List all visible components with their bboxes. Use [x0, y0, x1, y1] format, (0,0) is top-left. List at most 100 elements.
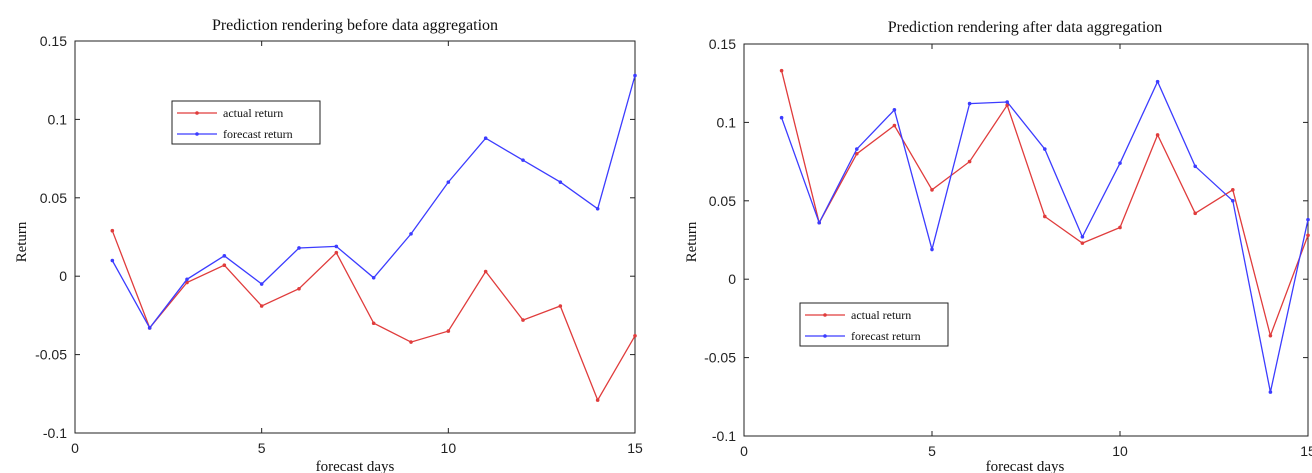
- data-point: [521, 158, 525, 162]
- plot-frame: [74, 40, 636, 434]
- y-tick-label: -0.05: [35, 347, 67, 363]
- data-point: [892, 108, 897, 112]
- data-point: [110, 258, 115, 263]
- data-point: [409, 340, 413, 344]
- data-point: [371, 321, 376, 326]
- data-point: [1155, 133, 1160, 137]
- x-tick-label: 5: [928, 443, 936, 459]
- legend-label-actual-return: actual return: [223, 106, 283, 120]
- y-tick-label: 0: [59, 268, 67, 284]
- data-point: [1118, 225, 1122, 230]
- legend-label-forecast-return: forecast return: [223, 127, 293, 141]
- x-tick-label: 0: [740, 443, 748, 459]
- legend-marker-actual-return: [823, 313, 827, 317]
- plot-frame: [743, 43, 1309, 437]
- data-point: [1118, 161, 1122, 165]
- data-point: [1043, 214, 1047, 219]
- data-point: [1193, 211, 1197, 216]
- y-tick-label: 0.15: [40, 33, 67, 49]
- legend-marker-forecast-return: [823, 334, 827, 338]
- data-point: [185, 277, 189, 282]
- legend-marker-actual-return: [195, 111, 199, 115]
- data-point: [521, 318, 525, 322]
- data-point: [558, 180, 563, 184]
- data-point: [967, 159, 972, 164]
- chart-title: Prediction rendering after data aggregat…: [888, 19, 1163, 36]
- data-point: [1080, 241, 1085, 245]
- data-point: [1231, 188, 1235, 192]
- data-point: [259, 282, 264, 286]
- data-point: [110, 228, 115, 233]
- data-point: [930, 247, 934, 252]
- chart-title: Prediction rendering before data aggrega…: [212, 17, 498, 34]
- data-point: [1268, 390, 1273, 394]
- y-tick-label: 0.15: [709, 36, 736, 52]
- x-tick-label: 10: [1112, 443, 1128, 459]
- series-group: [779, 68, 1310, 394]
- data-point: [1306, 217, 1310, 222]
- x-axis-label: forecast days: [986, 459, 1065, 473]
- data-point: [779, 68, 784, 73]
- chart-before-aggregation: Prediction rendering before data aggrega…: [14, 17, 643, 473]
- data-point: [1231, 199, 1235, 203]
- data-point: [817, 220, 821, 225]
- y-tick-label: 0.1: [48, 111, 68, 127]
- data-point: [1155, 79, 1160, 84]
- y-tick-label: 0.1: [717, 114, 737, 130]
- data-point: [185, 280, 189, 285]
- data-point: [409, 232, 413, 236]
- data-point: [595, 206, 600, 211]
- data-point: [1043, 147, 1047, 151]
- axis-ticks: 0 5 10 15 -0.1 -0.05 0 0.05 0.1 0.15: [35, 33, 643, 456]
- data-point: [483, 269, 488, 274]
- y-axis-label: Return: [684, 221, 700, 262]
- y-tick-label: -0.1: [43, 425, 67, 441]
- y-tick-label: 0.05: [709, 193, 736, 209]
- data-point: [259, 304, 264, 308]
- legend-marker-forecast-return: [195, 132, 199, 136]
- series-group: [110, 73, 637, 402]
- data-point: [147, 326, 152, 330]
- y-tick-label: 0: [728, 271, 736, 287]
- data-point: [633, 333, 637, 338]
- legend-label-forecast-return: forecast return: [851, 329, 921, 343]
- data-point: [446, 329, 451, 333]
- data-point: [595, 398, 600, 402]
- data-point: [483, 136, 488, 141]
- data-point: [1080, 235, 1085, 239]
- x-axis-label: forecast days: [316, 459, 395, 473]
- legend-label-actual-return: actual return: [851, 308, 911, 322]
- data-point: [892, 123, 897, 128]
- data-point: [334, 250, 339, 255]
- data-point: [297, 246, 301, 250]
- legend: actual return forecast return: [799, 302, 949, 347]
- data-point: [558, 304, 563, 308]
- y-tick-label: -0.1: [712, 428, 736, 444]
- data-point: [855, 147, 859, 151]
- data-point: [297, 286, 301, 291]
- data-point: [930, 188, 934, 192]
- x-tick-label: 10: [441, 440, 457, 456]
- legend-box: [799, 302, 949, 347]
- data-point: [1193, 164, 1197, 169]
- data-point: [779, 115, 784, 120]
- y-tick-label: -0.05: [704, 350, 736, 366]
- data-point: [855, 151, 859, 156]
- data-point: [633, 73, 637, 78]
- data-point: [1268, 333, 1273, 338]
- legend-box: [171, 100, 321, 145]
- data-point: [967, 101, 972, 106]
- chart-after-aggregation: Prediction rendering after data aggregat…: [684, 19, 1312, 473]
- legend: actual return forecast return: [171, 100, 321, 145]
- x-tick-label: 15: [627, 440, 643, 456]
- data-point: [1005, 100, 1009, 104]
- data-point: [222, 254, 227, 258]
- data-point: [371, 275, 376, 280]
- data-point: [222, 263, 227, 268]
- data-point: [1005, 103, 1009, 107]
- x-tick-label: 15: [1300, 443, 1312, 459]
- data-point: [1306, 233, 1310, 238]
- y-tick-label: 0.05: [40, 190, 67, 206]
- data-point: [334, 244, 339, 249]
